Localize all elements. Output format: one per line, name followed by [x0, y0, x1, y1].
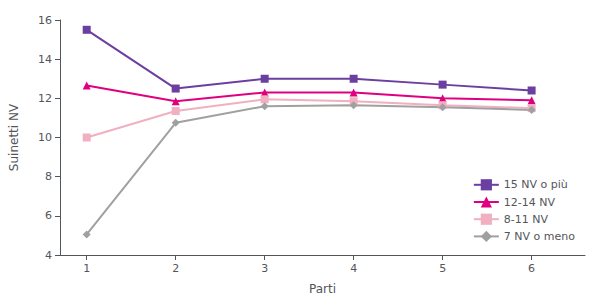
svg-text:12: 12 [38, 92, 52, 105]
svg-text:14: 14 [38, 53, 52, 66]
svg-text:8: 8 [45, 170, 52, 183]
svg-text:5: 5 [439, 262, 446, 275]
svg-text:10: 10 [38, 131, 52, 144]
svg-text:Suinetti NV: Suinetti NV [7, 103, 21, 171]
svg-text:6: 6 [45, 209, 52, 222]
svg-text:4: 4 [350, 262, 357, 275]
svg-text:6: 6 [528, 262, 535, 275]
svg-text:4: 4 [45, 249, 52, 262]
svg-text:12-14 NV: 12-14 NV [504, 196, 556, 209]
svg-text:16: 16 [38, 14, 52, 27]
svg-text:Parti: Parti [309, 282, 336, 296]
svg-text:15 NV o più: 15 NV o più [504, 178, 568, 191]
svg-text:1: 1 [83, 262, 90, 275]
svg-text:2: 2 [172, 262, 179, 275]
svg-text:3: 3 [261, 262, 268, 275]
svg-text:8-11 NV: 8-11 NV [504, 213, 549, 226]
svg-text:7 NV o meno: 7 NV o meno [504, 230, 575, 243]
